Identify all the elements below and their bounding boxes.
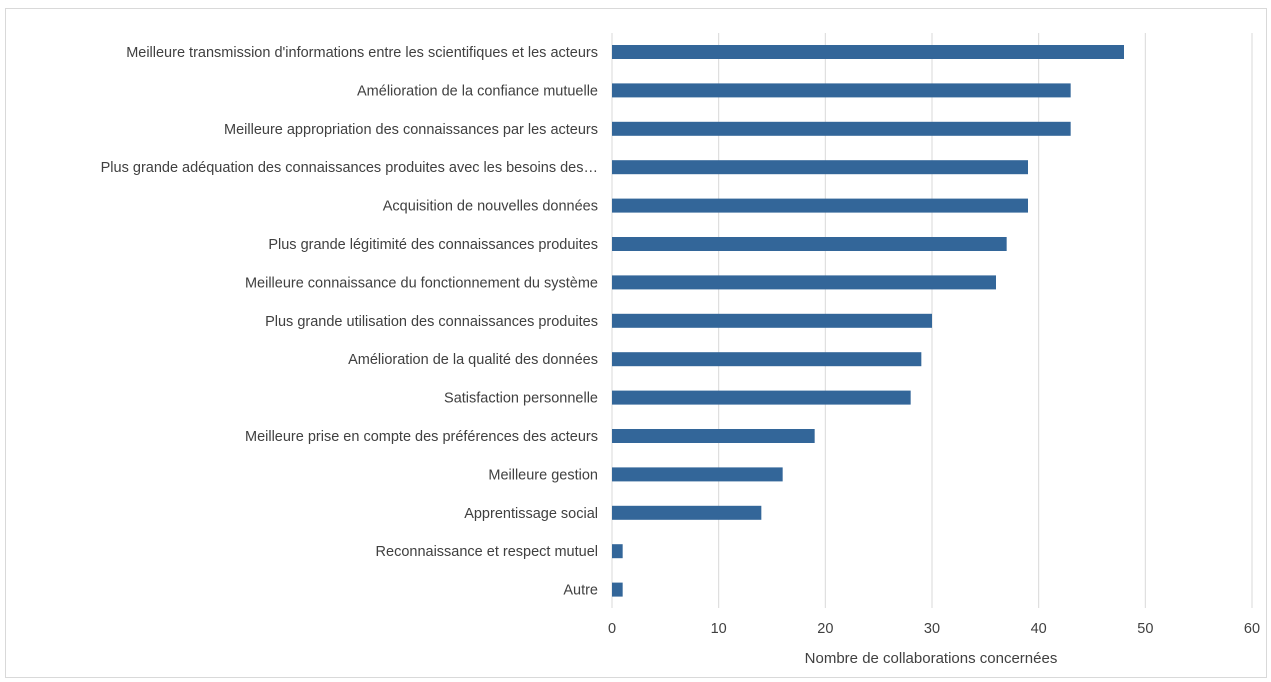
bar	[612, 390, 911, 405]
bar	[612, 275, 996, 290]
category-label: Acquisition de nouvelles données	[383, 199, 598, 215]
bar	[612, 352, 922, 367]
category-label: Apprentissage social	[464, 506, 598, 522]
x-tick-label: 30	[924, 621, 940, 637]
x-tick-label: 60	[1244, 621, 1260, 637]
x-tick-label: 50	[1137, 621, 1153, 637]
bar	[612, 198, 1028, 213]
bar	[612, 429, 815, 443]
x-tick-label: 20	[817, 621, 833, 637]
category-label: Satisfaction personnelle	[444, 391, 598, 407]
bar	[612, 582, 623, 597]
bar	[612, 544, 623, 559]
bar	[612, 467, 783, 482]
bars	[612, 45, 1124, 597]
bar	[612, 505, 762, 520]
x-tick-label: 0	[608, 621, 616, 637]
category-labels: Meilleure transmission d'informations en…	[101, 45, 598, 599]
category-label: Meilleure prise en compte des préférence…	[245, 429, 598, 445]
bar	[612, 83, 1071, 98]
category-label: Amélioration de la qualité des données	[348, 352, 598, 368]
x-tick-labels: 0 10 20 30 40 50 60	[608, 621, 1260, 637]
category-label: Reconnaissance et respect mutuel	[376, 544, 598, 560]
category-label: Autre	[563, 583, 598, 599]
bar	[612, 45, 1124, 59]
bar	[612, 121, 1071, 136]
category-label: Meilleure gestion	[488, 467, 598, 483]
x-tick-label: 40	[1031, 621, 1047, 637]
bar	[612, 313, 932, 328]
bar	[612, 237, 1007, 251]
bar	[612, 160, 1028, 175]
x-tick-label: 10	[711, 621, 727, 637]
category-label: Meilleure appropriation des connaissance…	[224, 122, 598, 138]
category-label: Meilleure transmission d'informations en…	[126, 45, 598, 61]
x-axis-title: Nombre de collaborations concernées	[805, 650, 1058, 667]
category-label: Amélioration de la confiance mutuelle	[357, 83, 598, 99]
chart-frame	[5, 8, 1267, 678]
category-label: Plus grande légitimité des connaissances…	[268, 237, 598, 253]
category-label: Plus grande adéquation des connaissances…	[101, 160, 598, 176]
category-label: Plus grande utilisation des connaissance…	[265, 314, 598, 330]
category-label: Meilleure connaissance du fonctionnement…	[245, 275, 598, 291]
